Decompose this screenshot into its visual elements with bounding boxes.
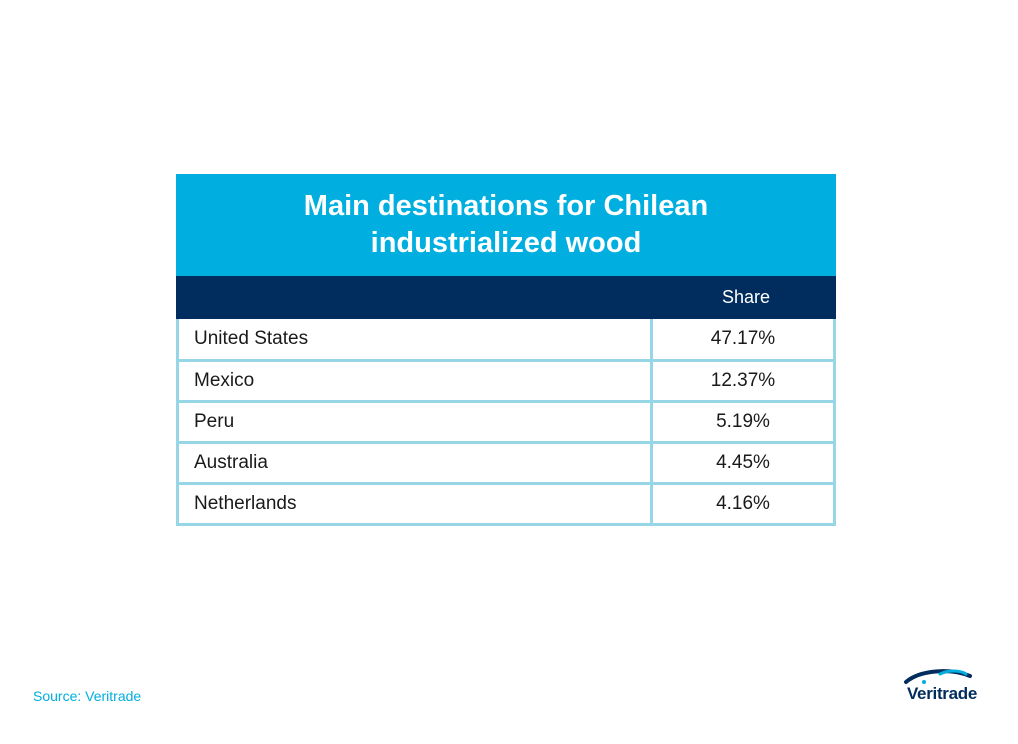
table-row: Peru 5.19%: [179, 403, 833, 444]
share-column-header: Share: [721, 287, 771, 307]
table-body: United States 47.17% Mexico 12.37% Peru …: [176, 319, 836, 526]
table-title-line-2: industrialized wood: [370, 227, 642, 259]
country-cell: United States: [179, 319, 653, 359]
source-note: Source: Veritrade: [33, 688, 142, 704]
country-cell: Mexico: [179, 362, 653, 400]
veritrade-logo: Veritrade: [900, 668, 984, 712]
share-cell: 47.17%: [710, 328, 776, 349]
country-cell: Australia: [179, 444, 653, 482]
table-row: Mexico 12.37%: [179, 362, 833, 403]
share-cell: 5.19%: [716, 411, 770, 432]
table-title: Main destinations for Chilean industrial…: [176, 174, 836, 276]
country-cell: Peru: [179, 403, 653, 441]
share-cell: 12.37%: [710, 370, 776, 391]
table-row: Australia 4.45%: [179, 444, 833, 485]
logo-swoosh-icon: [904, 669, 972, 684]
share-cell: 4.16%: [716, 493, 770, 514]
table-title-line-1: Main destinations for Chilean: [303, 190, 709, 222]
share-table: Main destinations for Chilean industrial…: [176, 174, 836, 526]
table-row: Netherlands 4.16%: [179, 485, 833, 526]
logo-text: Veritrade: [906, 684, 978, 703]
share-cell: 4.45%: [716, 452, 770, 473]
country-cell: Netherlands: [179, 485, 653, 523]
table-header: Share: [176, 276, 836, 319]
table-row: United States 47.17%: [179, 319, 833, 362]
